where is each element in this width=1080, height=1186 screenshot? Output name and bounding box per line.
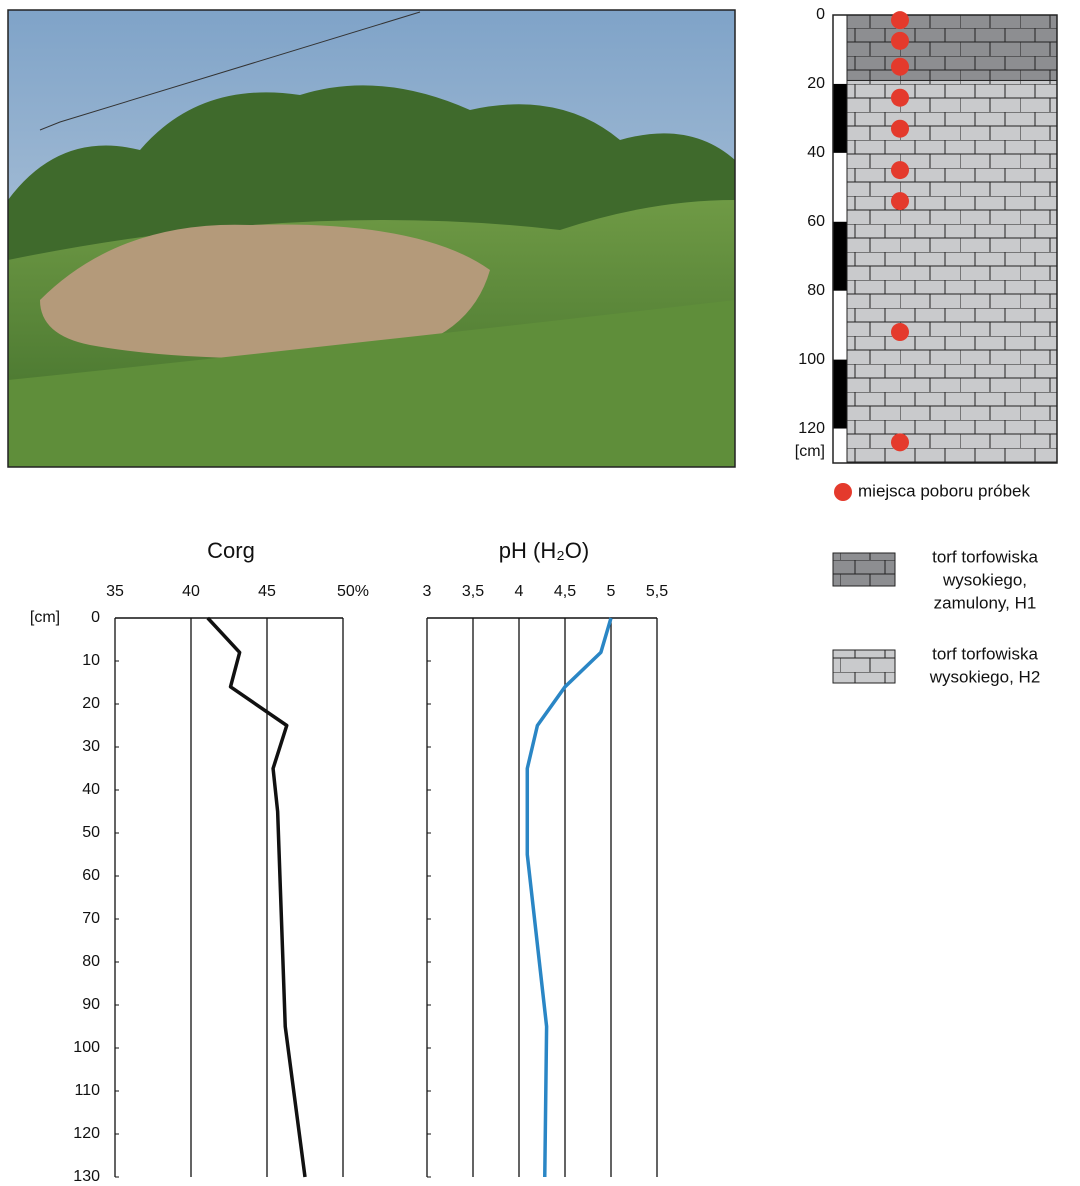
y-tick-label: 60: [82, 867, 100, 884]
sample-point: [891, 161, 909, 180]
layer: [846, 14, 1058, 81]
x-tick-label: 5,5: [646, 583, 668, 600]
scale-segment: [833, 221, 847, 291]
legend-label: wysokiego,: [942, 570, 1027, 589]
x-tick-label: 45: [258, 583, 276, 600]
y-tick-label: 0: [816, 6, 825, 23]
legend-swatch: [832, 552, 896, 587]
sample-point: [891, 57, 909, 76]
chart-title: pH (H₂O): [499, 538, 589, 563]
legend-label: torf torfowiska: [932, 644, 1038, 663]
y-tick-label: 80: [807, 282, 825, 299]
y-tick-label: 70: [82, 910, 100, 927]
scale-segment: [833, 83, 847, 153]
x-tick-label: 4,5: [554, 583, 576, 600]
sample-point: [891, 88, 909, 107]
y-tick-label: 20: [807, 75, 825, 92]
series-line: [206, 616, 307, 1178]
y-tick-label: 50: [82, 824, 100, 841]
sample-point: [891, 11, 909, 30]
legend-marker: [834, 483, 852, 501]
y-tick-label: 120: [73, 1125, 100, 1142]
x-tick-label: 35: [106, 583, 124, 600]
chart-title: Corg: [207, 538, 255, 563]
y-tick-label: 0: [91, 609, 100, 626]
legend-label: miejsca poboru próbek: [858, 481, 1030, 500]
sample-point: [891, 31, 909, 50]
y-tick-label: 30: [82, 738, 100, 755]
y-axis-label: [cm]: [30, 609, 60, 626]
y-tick-label: 90: [82, 996, 100, 1013]
column-frame: [832, 14, 1058, 464]
legend-label: torf torfowiska: [932, 547, 1038, 566]
y-tick-label: 110: [74, 1082, 100, 1099]
layer: [846, 79, 1058, 464]
y-tick-label: 40: [807, 144, 825, 161]
y-tick-label: 100: [73, 1039, 100, 1056]
sample-point: [891, 323, 909, 342]
y-tick-label: 10: [82, 652, 100, 669]
y-tick-label: 130: [73, 1168, 100, 1185]
scale-segment: [833, 359, 847, 429]
x-tick-label: 40: [182, 583, 200, 600]
y-tick-label: 80: [82, 953, 100, 970]
sample-point: [891, 433, 909, 452]
series-line: [525, 617, 613, 1178]
y-tick-label: 60: [807, 213, 825, 230]
y-axis-label: [cm]: [795, 443, 825, 460]
x-tick-label: 5: [607, 583, 616, 600]
x-tick-label: 4: [515, 583, 524, 600]
y-tick-label: 40: [82, 781, 100, 798]
y-tick-label: 120: [798, 420, 825, 437]
x-tick-label: 50%: [337, 583, 369, 600]
y-tick-label: 100: [798, 351, 825, 368]
x-tick-label: 3: [423, 583, 432, 600]
legend-label: zamulony, H1: [934, 593, 1037, 612]
y-tick-label: 20: [82, 695, 100, 712]
sample-point: [891, 192, 909, 211]
photo: [7, 9, 736, 468]
legend-label: wysokiego, H2: [929, 667, 1041, 686]
sample-point: [891, 119, 909, 138]
x-tick-label: 3,5: [462, 583, 484, 600]
legend-swatch: [832, 649, 896, 684]
